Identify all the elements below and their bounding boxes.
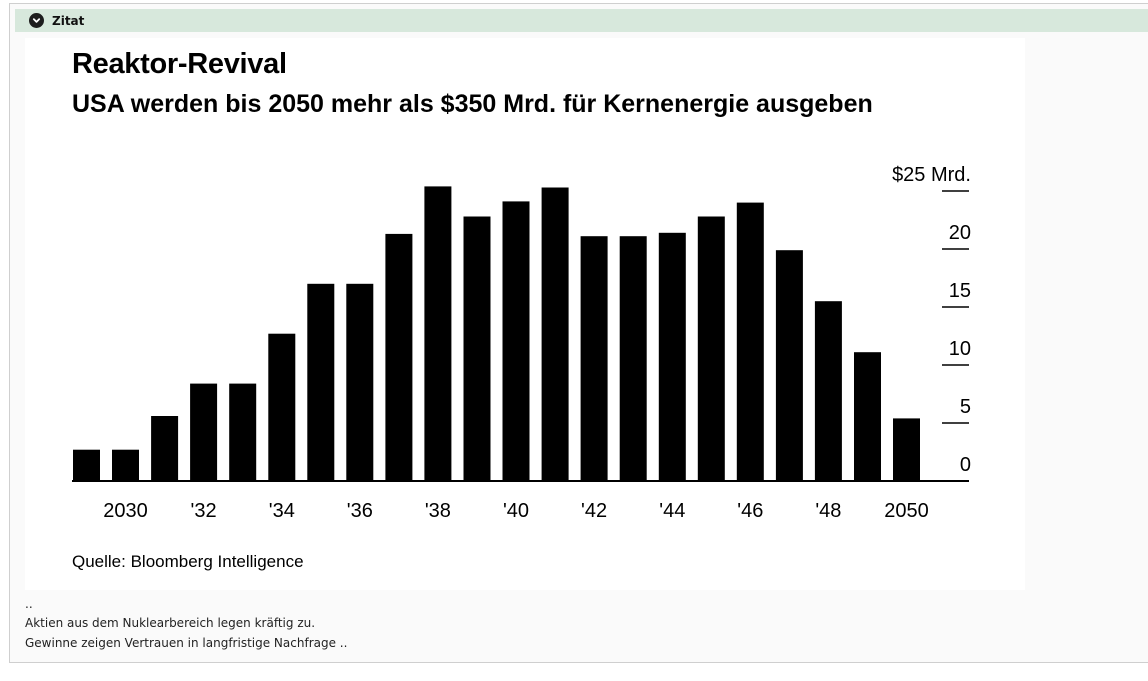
x-tick-label-2046: '46 xyxy=(737,500,763,522)
bar-2045 xyxy=(697,216,725,481)
bar-2034 xyxy=(268,333,296,481)
quote-header: Zitat xyxy=(15,9,1148,32)
bar-2036 xyxy=(346,283,374,481)
x-tick-label-2048: '48 xyxy=(815,500,841,522)
x-tick-label-2040: '40 xyxy=(503,500,529,522)
bar-2038 xyxy=(424,186,452,481)
x-tick-label-2036: '36 xyxy=(347,500,373,522)
bar-2030 xyxy=(112,449,139,481)
quote-toggle[interactable]: Zitat xyxy=(29,13,84,28)
chevron-down-circle-icon[interactable] xyxy=(29,13,44,28)
bar-2029 xyxy=(73,449,100,481)
bar-2031 xyxy=(151,416,179,481)
body-text-line-2: Gewinne zeigen Vertrauen in langfristige… xyxy=(25,636,348,650)
chart-subtitle: USA werden bis 2050 mehr als $350 Mrd. f… xyxy=(72,90,873,118)
bar-2042 xyxy=(580,236,608,481)
quote-label[interactable]: Zitat xyxy=(52,13,85,28)
ellipsis-text: .. xyxy=(25,597,33,611)
bar-2037 xyxy=(385,233,413,481)
bar-2050 xyxy=(893,418,920,481)
x-tick-label-2044: '44 xyxy=(659,500,685,522)
bar-chart: 0 5 10 15 20 $25 Mrd. 2030 '32 '34 '36 '38 '40 '42 '4… xyxy=(72,164,971,522)
chart-card: Reaktor-Revival USA werden bis 2050 mehr… xyxy=(25,38,1025,590)
x-tick-label-2034: '34 xyxy=(269,500,295,522)
y-tick-label-20: 20 xyxy=(949,222,971,244)
bar-2047 xyxy=(775,250,803,481)
y-tick-label-15: 15 xyxy=(949,280,971,302)
bar-2032 xyxy=(190,383,218,481)
chart-title: Reaktor-Revival xyxy=(72,48,287,80)
y-tick-label-25: $25 Mrd. xyxy=(892,164,971,186)
bar-2039 xyxy=(463,216,491,481)
y-tick-label-5: 5 xyxy=(960,396,971,418)
body-text-line-1: Aktien aus dem Nuklearbereich legen kräf… xyxy=(25,616,316,630)
y-tick-label-10: 10 xyxy=(949,338,971,360)
y-tick-label-0: 0 xyxy=(960,454,971,476)
bar-2046 xyxy=(736,202,764,481)
x-tick-label-2032: '32 xyxy=(191,500,217,522)
bar-2043 xyxy=(619,236,647,481)
x-tick-label-2042: '42 xyxy=(581,500,607,522)
bar-2048 xyxy=(814,301,842,481)
chart-source: Quelle: Bloomberg Intelligence xyxy=(72,552,304,571)
x-tick-label-2050: 2050 xyxy=(884,500,929,522)
bar-2033 xyxy=(229,383,257,481)
x-tick-label-2038: '38 xyxy=(425,500,451,522)
bar-2035 xyxy=(307,283,335,481)
bar-2041 xyxy=(541,187,569,481)
bar-2049 xyxy=(854,352,881,481)
x-tick-label-2030: 2030 xyxy=(103,500,148,522)
bar-2040 xyxy=(502,201,530,481)
bar-2044 xyxy=(658,232,686,481)
